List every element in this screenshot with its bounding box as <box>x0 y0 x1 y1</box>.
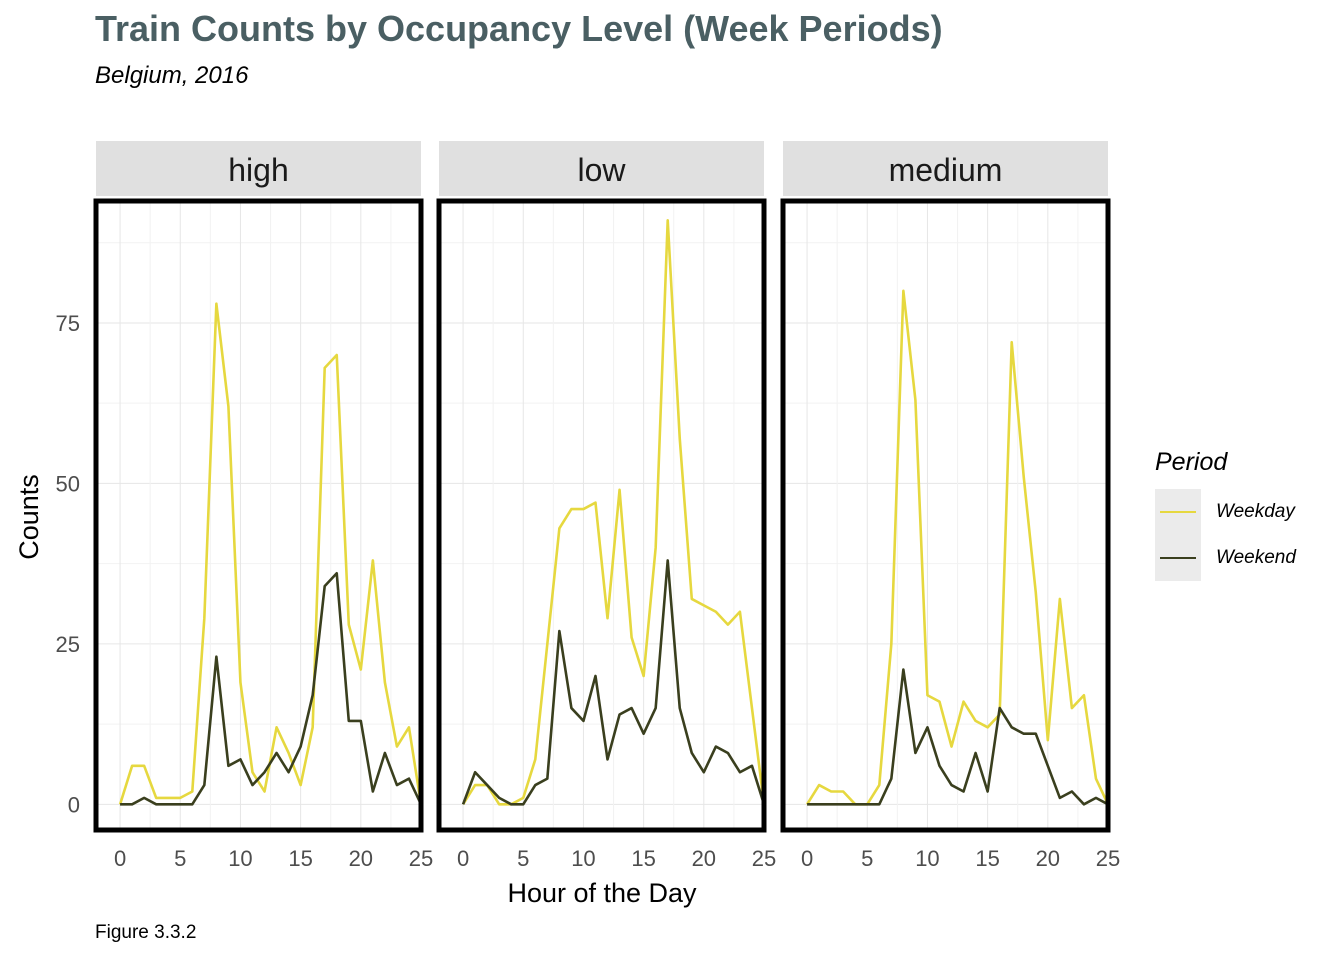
facet-strip-label-low: low <box>577 152 626 188</box>
chart-title: Train Counts by Occupancy Level (Week Pe… <box>95 8 943 49</box>
y-tick-label: 0 <box>68 792 80 817</box>
facet-panel-medium: medium 0 5 10 15 20 25 <box>780 141 1120 871</box>
x-tick-label: 20 <box>349 846 373 871</box>
facet-strip-high <box>96 141 421 196</box>
x-tick-label: 20 <box>692 846 716 871</box>
x-axis-title: Hour of the Day <box>507 878 697 908</box>
x-tick-label: 5 <box>517 846 529 871</box>
legend-item-weekend: Weekend <box>1155 535 1296 581</box>
y-tick-label: 50 <box>56 471 80 496</box>
panel-border-low <box>436 198 767 833</box>
legend-key-weekday <box>1155 489 1201 535</box>
x-tick-label: 10 <box>228 846 252 871</box>
legend-key-weekend <box>1155 535 1201 581</box>
x-tick-label: 5 <box>861 846 873 871</box>
x-tick-label: 15 <box>975 846 999 871</box>
legend-swatch-weekend <box>1160 557 1196 559</box>
x-tick-label: 25 <box>1096 846 1120 871</box>
y-tick-label: 75 <box>56 311 80 336</box>
panel-border-medium <box>780 198 1111 833</box>
x-tick-label: 10 <box>915 846 939 871</box>
panel-border-high <box>93 198 424 833</box>
facet-strip-medium <box>783 141 1108 196</box>
legend-label-weekday: Weekday <box>1216 501 1295 522</box>
facet-panel-high: high 0 5 10 15 20 25 0 25 50 75 <box>56 141 433 871</box>
series-line-high-weekday <box>118 302 423 805</box>
x-tick-label: 15 <box>631 846 655 871</box>
figure-caption: Figure 3.3.2 <box>95 922 197 943</box>
x-tick-label: 20 <box>1036 846 1060 871</box>
facet-strip-label-high: high <box>228 152 289 188</box>
x-tick-label: 0 <box>801 846 813 871</box>
y-axis-title: Counts <box>14 474 44 560</box>
facet-strip-label-medium: medium <box>889 152 1003 188</box>
legend-label-weekend: Weekend <box>1216 547 1296 568</box>
legend-swatch-weekday <box>1160 511 1196 513</box>
series-line-low-weekend <box>461 559 766 806</box>
legend-item-weekday: Weekday <box>1155 489 1296 535</box>
series-line-medium-weekend <box>807 668 1109 806</box>
facet-panel-low: low 0 5 10 15 20 25 <box>436 141 776 871</box>
legend-title: Period <box>1155 448 1228 476</box>
y-tick-label: 25 <box>56 632 80 657</box>
facet-strip-low <box>439 141 764 196</box>
x-tick-label: 0 <box>114 846 126 871</box>
x-tick-label: 0 <box>457 846 469 871</box>
x-tick-label: 5 <box>174 846 186 871</box>
series-line-high-weekend <box>120 571 423 806</box>
chart-subtitle: Belgium, 2016 <box>95 62 249 89</box>
x-tick-label: 25 <box>409 846 433 871</box>
x-tick-label: 25 <box>752 846 776 871</box>
legend: Period Weekday Weekend <box>1155 448 1296 581</box>
x-tick-label: 15 <box>288 846 312 871</box>
x-tick-label: 10 <box>571 846 595 871</box>
